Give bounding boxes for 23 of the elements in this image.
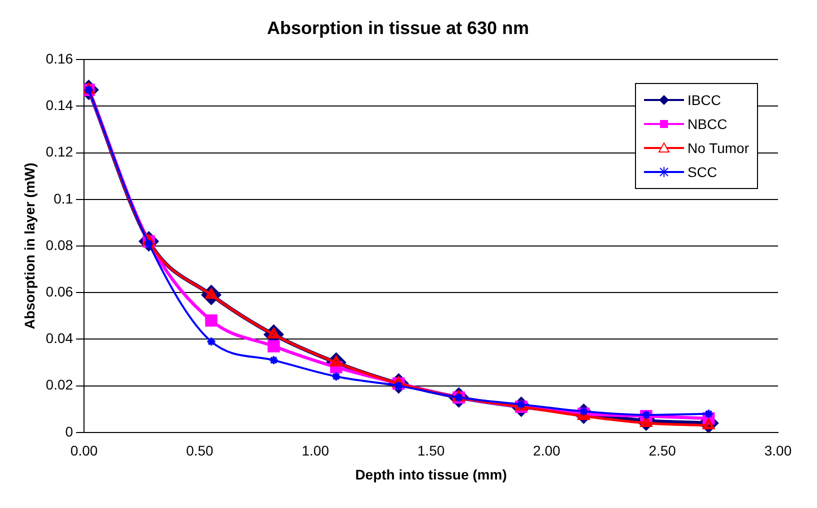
y-tick-label: 0.06 — [46, 283, 74, 300]
x-tick-label: 1.50 — [417, 442, 445, 459]
x-tick-label: 0.50 — [186, 442, 214, 459]
y-tick-label: 0.16 — [46, 50, 74, 66]
x-tick-label: 0.00 — [70, 442, 98, 459]
y-tick-label: 0.1 — [54, 190, 74, 206]
chart-title: Absorption in tissue at 630 nm — [266, 18, 530, 38]
x-tick-label: 2.50 — [648, 442, 676, 459]
y-tick-label: 0.08 — [46, 236, 74, 253]
y-tick-label: 0 — [65, 423, 74, 440]
legend-label: NBCC — [688, 115, 728, 134]
legend-label: IBCC — [688, 91, 721, 110]
x-tick-label: 3.00 — [764, 442, 792, 459]
x-axis-title: Depth into tissue (mm) — [355, 466, 507, 482]
y-tick-label: 0.14 — [46, 97, 74, 114]
x-tick-label: 2.00 — [533, 442, 561, 459]
y-tick-label: 0.04 — [46, 330, 74, 346]
legend-label: No Tumor — [688, 139, 749, 158]
legend-label: SCC — [688, 163, 718, 182]
y-tick-label: 0.12 — [46, 144, 74, 160]
y-axis-title: Absorption in layer (mW) — [21, 162, 38, 330]
x-tick-label: 1.00 — [302, 442, 330, 459]
y-tick-label: 0.02 — [46, 376, 74, 393]
